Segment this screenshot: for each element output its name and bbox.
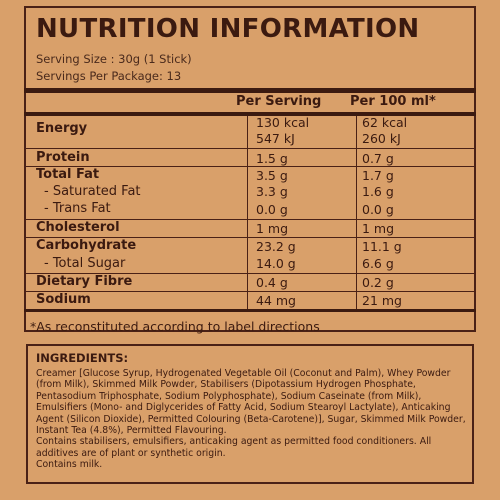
column-divider-1	[247, 116, 248, 310]
panel-title: NUTRITION INFORMATION	[36, 14, 420, 44]
total-sugar-per-serving: 14.0 g	[256, 256, 296, 271]
row-label-dietary-fibre: Dietary Fibre	[36, 274, 133, 289]
protein-per-100ml: 0.7 g	[362, 151, 394, 166]
ingredients-box	[26, 344, 474, 484]
ingredients-list: Creamer [Glucose Syrup, Hydrogenated Veg…	[36, 368, 466, 437]
row-label-saturated-fat: - Saturated Fat	[44, 184, 141, 199]
row-rule	[24, 166, 476, 167]
saturated-fat-per-100ml: 1.6 g	[362, 184, 394, 199]
total-fat-per-100ml: 1.7 g	[362, 168, 394, 183]
total-fat-per-serving: 3.5 g	[256, 168, 288, 183]
carbohydrate-per-100ml: 11.1 g	[362, 239, 402, 254]
row-label-sodium: Sodium	[36, 292, 91, 307]
saturated-fat-per-serving: 3.3 g	[256, 184, 288, 199]
row-label-carbohydrate: Carbohydrate	[36, 238, 137, 253]
serving-size: Serving Size : 30g (1 Stick)	[36, 52, 192, 66]
cholesterol-per-100ml: 1 mg	[362, 221, 395, 236]
protein-per-serving: 1.5 g	[256, 151, 288, 166]
ingredients-title: INGREDIENTS:	[36, 351, 129, 365]
sodium-per-100ml: 21 mg	[362, 293, 402, 308]
ingredients-body: Creamer [Glucose Syrup, Hydrogenated Veg…	[36, 368, 466, 471]
per-serving-header: Per Serving	[236, 94, 322, 109]
trans-fat-per-100ml: 0.0 g	[362, 202, 394, 217]
top-thick-rule	[24, 88, 476, 93]
row-label-energy: Energy	[36, 121, 88, 136]
row-label-protein: Protein	[36, 150, 90, 165]
allergen-statement: Contains milk.	[36, 459, 103, 471]
nutrition-panel	[24, 6, 476, 332]
row-label-cholesterol: Cholesterol	[36, 220, 120, 235]
energy-kcal-per-100ml: 62 kcal	[362, 115, 408, 130]
cholesterol-per-serving: 1 mg	[256, 221, 289, 236]
total-sugar-per-100ml: 6.6 g	[362, 256, 394, 271]
dietary-fibre-per-serving: 0.4 g	[256, 275, 288, 290]
row-rule	[24, 273, 476, 274]
energy-kj-per-serving: 547 kJ	[256, 131, 295, 146]
row-label-trans-fat: - Trans Fat	[44, 201, 111, 216]
column-divider-2	[356, 116, 357, 310]
row-rule	[24, 237, 476, 238]
carbohydrate-per-serving: 23.2 g	[256, 239, 296, 254]
energy-kj-per-100ml: 260 kJ	[362, 131, 401, 146]
row-rule	[24, 219, 476, 220]
bottom-rule	[24, 309, 476, 312]
reconstitution-footnote: *As reconstituted according to label dir…	[30, 319, 320, 334]
row-label-total-fat: Total Fat	[36, 167, 100, 182]
servings-per-package: Servings Per Package: 13	[36, 69, 182, 83]
row-rule	[24, 148, 476, 149]
sodium-per-serving: 44 mg	[256, 293, 296, 308]
row-rule	[24, 291, 476, 292]
header-thick-rule	[24, 112, 476, 116]
additives-note: Contains stabilisers, emulsifiers, antic…	[36, 436, 432, 459]
row-label-total-sugar: - Total Sugar	[44, 256, 126, 271]
energy-kcal-per-serving: 130 kcal	[256, 115, 310, 130]
per-100ml-header: Per 100 ml*	[350, 94, 436, 109]
dietary-fibre-per-100ml: 0.2 g	[362, 275, 394, 290]
trans-fat-per-serving: 0.0 g	[256, 202, 288, 217]
